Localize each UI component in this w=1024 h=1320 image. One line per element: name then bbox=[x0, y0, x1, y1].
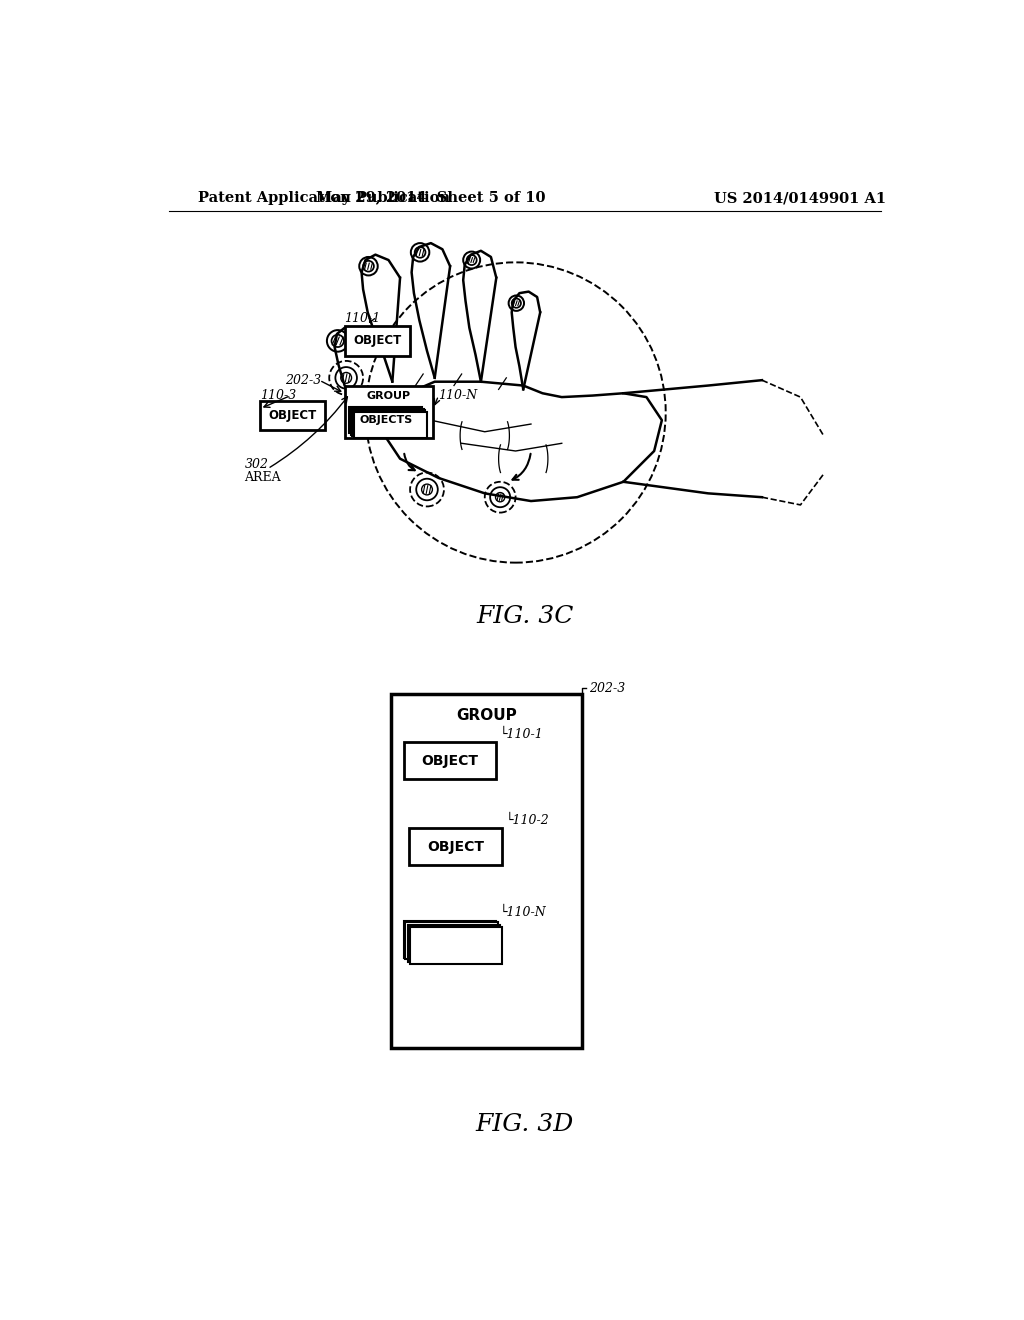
FancyBboxPatch shape bbox=[260, 401, 326, 430]
FancyBboxPatch shape bbox=[410, 927, 503, 964]
FancyBboxPatch shape bbox=[410, 829, 502, 866]
FancyBboxPatch shape bbox=[351, 409, 424, 434]
Text: AREA: AREA bbox=[245, 471, 282, 484]
FancyBboxPatch shape bbox=[403, 921, 497, 958]
FancyBboxPatch shape bbox=[349, 407, 422, 433]
FancyBboxPatch shape bbox=[352, 411, 425, 437]
FancyBboxPatch shape bbox=[403, 742, 497, 779]
Text: OBJECT: OBJECT bbox=[422, 754, 478, 767]
Text: OBJECTS: OBJECTS bbox=[359, 416, 413, 425]
Text: FIG. 3D: FIG. 3D bbox=[476, 1113, 573, 1137]
Text: OBJECTS: OBJECTS bbox=[417, 932, 483, 946]
Text: 202-3: 202-3 bbox=[589, 681, 625, 694]
FancyBboxPatch shape bbox=[345, 385, 433, 438]
Text: 202-3: 202-3 bbox=[285, 374, 321, 387]
Text: └110-1: └110-1 bbox=[500, 727, 544, 741]
Text: 302: 302 bbox=[245, 458, 268, 471]
Text: OBJECT: OBJECT bbox=[353, 334, 401, 347]
Text: └110-2: └110-2 bbox=[506, 814, 549, 828]
FancyBboxPatch shape bbox=[345, 326, 410, 355]
Text: 110-3: 110-3 bbox=[260, 389, 296, 403]
Text: 110-1: 110-1 bbox=[345, 312, 381, 325]
Text: GROUP: GROUP bbox=[367, 391, 411, 401]
FancyBboxPatch shape bbox=[354, 412, 427, 438]
FancyBboxPatch shape bbox=[408, 924, 500, 961]
Text: Patent Application Publication: Patent Application Publication bbox=[199, 191, 451, 206]
Text: └110-N: └110-N bbox=[500, 907, 547, 920]
FancyBboxPatch shape bbox=[391, 693, 582, 1048]
FancyBboxPatch shape bbox=[406, 923, 498, 960]
Text: FIG. 3C: FIG. 3C bbox=[476, 605, 573, 628]
Text: GROUP: GROUP bbox=[456, 708, 517, 722]
Text: OBJECT: OBJECT bbox=[268, 409, 316, 422]
Text: May 29, 2014  Sheet 5 of 10: May 29, 2014 Sheet 5 of 10 bbox=[316, 191, 546, 206]
Text: 110-N: 110-N bbox=[438, 389, 478, 403]
Text: US 2014/0149901 A1: US 2014/0149901 A1 bbox=[715, 191, 887, 206]
Text: OBJECT: OBJECT bbox=[427, 840, 484, 854]
